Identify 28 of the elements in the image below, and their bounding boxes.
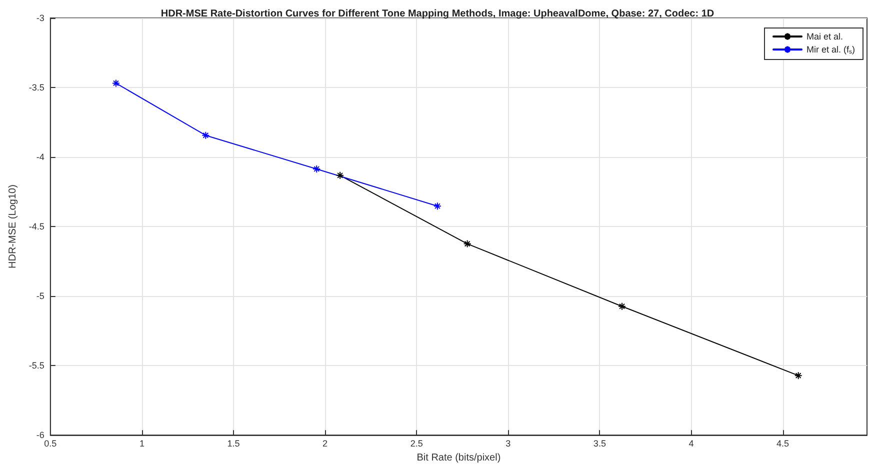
- point: [433, 202, 442, 210]
- point: [112, 79, 120, 88]
- point: [794, 372, 802, 380]
- x-axis-title: Bit Rate (bits/pixel): [416, 452, 501, 464]
- x-tick-label: 4.5: [776, 438, 790, 449]
- x-tick-label: 2.5: [410, 438, 423, 449]
- x-tick-label: 0.5: [44, 438, 57, 449]
- y-tick-label: -3.5: [28, 82, 44, 93]
- legend-label: Mai et al.: [806, 32, 844, 42]
- x-tick-label: 2: [322, 438, 328, 449]
- point: [312, 164, 321, 173]
- y-tick-label: -5.5: [28, 360, 44, 371]
- y-tick-label: -5: [36, 291, 44, 302]
- x-tick-label: 3: [506, 438, 511, 449]
- y-tick-label: -6: [36, 430, 44, 440]
- x-tick-label: 1.5: [227, 438, 240, 449]
- y-tick-label: -4.5: [28, 222, 44, 232]
- point: [336, 171, 344, 180]
- y-tick-label: -3: [36, 13, 44, 23]
- point: [618, 302, 626, 310]
- x-tick-label: 4: [688, 438, 694, 449]
- x-tick-label: 1: [139, 438, 144, 449]
- y-axis-title: HDR-MSE (Log10): [8, 184, 18, 269]
- point: [202, 131, 210, 140]
- x-tick-label: 3.5: [593, 438, 606, 449]
- y-tick-label: -4: [36, 152, 44, 162]
- point: [463, 240, 472, 248]
- chart-title: HDR-MSE Rate-Distortion Curves for Different Tone Mapping Methods, Image: UpheavalDome, Qbase: 27, Codec: 1D: [160, 8, 714, 20]
